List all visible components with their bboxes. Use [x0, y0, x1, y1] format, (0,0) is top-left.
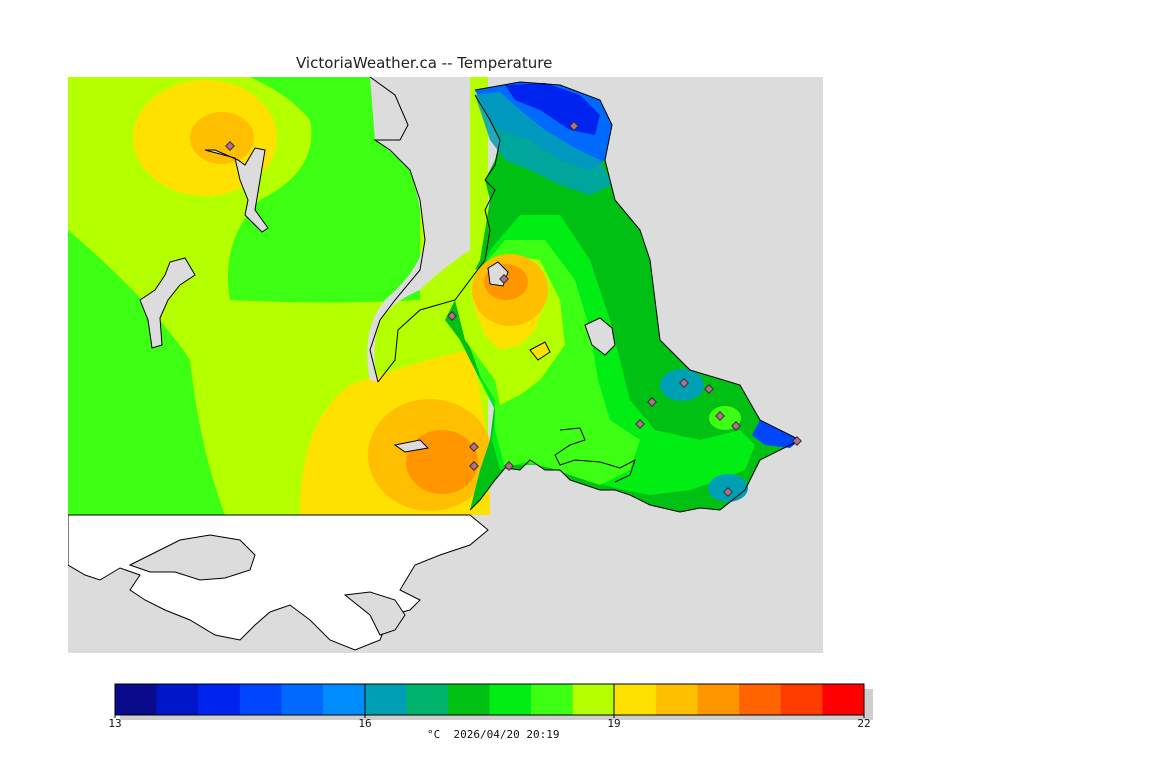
- coastline: [469, 81, 802, 513]
- colorbar-swatch: [697, 684, 740, 715]
- colorbar-swatch: [822, 684, 865, 715]
- lake: [584, 317, 616, 356]
- colorbar-tick-19: 19: [607, 717, 621, 730]
- station-marker: [499, 274, 509, 284]
- station-marker: [469, 461, 479, 471]
- station-marker: [504, 461, 514, 471]
- colorbar-swatch: [531, 684, 574, 715]
- unit-label: °C: [427, 728, 441, 741]
- east-peninsula: [445, 82, 800, 512]
- station-marker: [679, 378, 689, 388]
- station-marker: [225, 141, 235, 151]
- station-marker: [723, 487, 733, 497]
- station-marker: [647, 397, 657, 407]
- colorbar-swatch: [281, 684, 324, 715]
- lake: [393, 439, 430, 453]
- colorbar-border: [114, 683, 865, 716]
- inlet: [139, 257, 196, 349]
- colorbar-tick-13: 13: [108, 717, 122, 730]
- colorbar-tick-22: 22: [857, 717, 871, 730]
- island: [128, 534, 256, 581]
- island: [343, 591, 406, 636]
- colorbar-swatch: [739, 684, 782, 715]
- colorbar-swatch: [572, 684, 615, 715]
- colorbar-swatch: [780, 684, 823, 715]
- colorbar-swatch: [655, 684, 699, 715]
- station-marker: [469, 442, 479, 452]
- colorbar-swatch: [614, 684, 657, 715]
- legend-caption: °C 2026/04/20 20:19: [427, 728, 559, 741]
- station-marker: [447, 311, 457, 321]
- colorbar-swatch: [156, 684, 199, 715]
- station-marker: [731, 421, 741, 431]
- colorbar-swatch: [239, 684, 282, 715]
- station-markers: [225, 121, 802, 497]
- station-marker: [715, 411, 725, 421]
- coastline: [554, 427, 636, 483]
- lake: [529, 341, 551, 361]
- timestamp: 2026/04/20 20:19: [453, 728, 560, 741]
- colorbar-swatch: [364, 684, 407, 715]
- map-title: VictoriaWeather.ca -- Temperature: [296, 54, 553, 72]
- inlet: [204, 147, 269, 233]
- coastline: [377, 94, 501, 383]
- colorbar-swatch: [198, 684, 241, 715]
- colorbar-swatch: [447, 684, 490, 715]
- station-marker: [792, 436, 802, 446]
- station-marker: [569, 121, 579, 131]
- colorbar-tick-16: 16: [358, 717, 372, 730]
- colorbar-swatch: [406, 684, 449, 715]
- colorbar-swatch: [323, 684, 366, 715]
- station-marker: [635, 419, 645, 429]
- colorbar: [114, 683, 865, 718]
- station-marker: [704, 384, 714, 394]
- colorbar-swatch: [489, 684, 532, 715]
- coastline: [369, 77, 426, 383]
- colorbar-swatch: [115, 684, 158, 715]
